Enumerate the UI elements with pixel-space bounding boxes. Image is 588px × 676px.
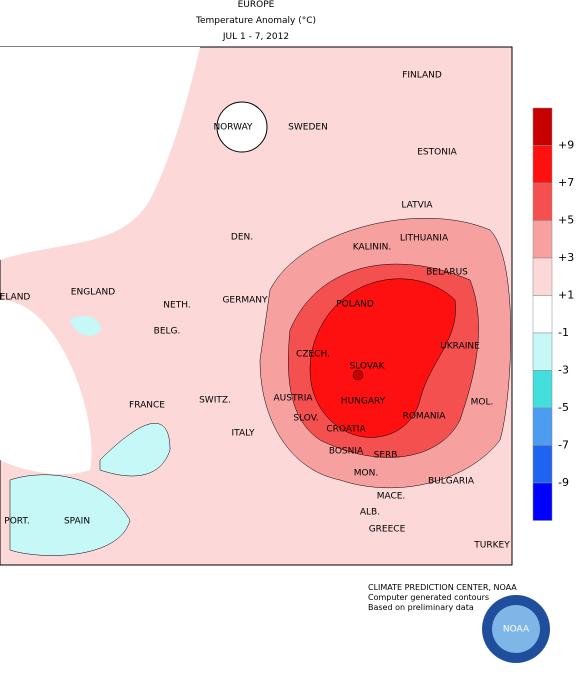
country-label: SWITZ. (199, 396, 231, 406)
cool-anomaly (99, 423, 171, 477)
neutral-contour (216, 101, 268, 153)
cool-anomaly (9, 474, 131, 556)
country-label: SWEDEN (288, 123, 328, 133)
period: JUL 1 - 7, 2012 (222, 32, 289, 42)
legend-swatch (532, 257, 553, 296)
country-label: AUSTRIA (273, 394, 313, 404)
country-label: NORWAY (213, 123, 253, 133)
country-label: ITALY (232, 429, 255, 439)
legend-label: -3 (558, 364, 569, 377)
legend-label: -1 (558, 326, 569, 339)
title: EUROPE (238, 0, 275, 10)
legend-swatch (532, 445, 553, 484)
country-label: BOSNIA (329, 447, 364, 457)
country-label: SPAIN (64, 517, 90, 527)
legend-label: +3 (558, 251, 574, 264)
country-label: UKRAINE (440, 342, 480, 352)
country-label: ROMANIA (403, 412, 447, 422)
country-label: GREECE (369, 525, 406, 535)
legend-swatch (532, 370, 553, 409)
country-label: PORT. (4, 517, 29, 527)
legend-swatch (532, 182, 553, 221)
footer-line: Based on preliminary data (368, 603, 474, 612)
subtitle: Temperature Anomaly (°C) (195, 16, 316, 26)
country-label: MOL. (471, 398, 494, 408)
country-label: GERMANY (222, 296, 268, 306)
country-label: LITHUANIA (400, 234, 449, 244)
legend-swatch (532, 107, 553, 146)
logo: NOAA (482, 595, 550, 663)
logo-center (492, 605, 540, 653)
country-label: NETH. (163, 301, 190, 311)
legend-label: -5 (558, 401, 569, 414)
country-label: MACE. (377, 492, 406, 502)
country-label: BELARUS (426, 268, 468, 278)
legend-swatch (532, 332, 553, 371)
country-label: ELAND (0, 293, 30, 303)
footer-line: CLIMATE PREDICTION CENTER, NOAA (368, 583, 517, 592)
hot-anomaly (309, 278, 456, 438)
country-label: BELG. (154, 327, 181, 337)
country-label: SLOVAK (350, 362, 386, 372)
country-label: CZECH. (296, 350, 330, 360)
legend-label: +7 (558, 176, 574, 189)
legend-swatch (532, 482, 553, 521)
country-label: POLAND (336, 300, 374, 310)
country-label: MON. (354, 469, 378, 479)
country-label: ESTONIA (417, 148, 457, 158)
peak-anomaly (352, 369, 364, 381)
country-label: DEN. (231, 233, 253, 243)
country-label: LATVIA (401, 201, 433, 211)
country-label: ENGLAND (71, 288, 116, 298)
legend-label: -7 (558, 439, 569, 452)
footer-line: Computer generated contours (368, 593, 489, 602)
logo-text: NOAA (503, 625, 530, 635)
legend-swatch (532, 407, 553, 446)
legend-label: +9 (558, 139, 574, 152)
country-label: HUNGARY (341, 397, 386, 407)
cool-anomaly (70, 315, 101, 336)
legend-swatch (532, 295, 553, 334)
legend-swatch (532, 145, 553, 184)
country-label: FINLAND (402, 71, 442, 81)
country-label: ALB. (360, 508, 380, 518)
country-label: BULGARIA (428, 477, 475, 487)
sea-neutral (0, 47, 200, 260)
atlantic-neutral (0, 300, 92, 475)
legend-label: -9 (558, 476, 569, 489)
country-label: SERB. (374, 451, 401, 461)
country-label: SLOV. (293, 414, 318, 424)
legend-label: +1 (558, 289, 574, 302)
legend: +9 +7 +5 +3 +1 -1 -3 -5 -7 -9 (532, 107, 574, 521)
map (0, 46, 513, 566)
country-label: FRANCE (129, 401, 165, 411)
legend-swatch (532, 220, 553, 259)
country-label: CROATIA (326, 425, 366, 435)
country-label: TURKEY (473, 541, 510, 551)
legend-label: +5 (558, 214, 574, 227)
country-label: KALININ. (353, 243, 392, 253)
